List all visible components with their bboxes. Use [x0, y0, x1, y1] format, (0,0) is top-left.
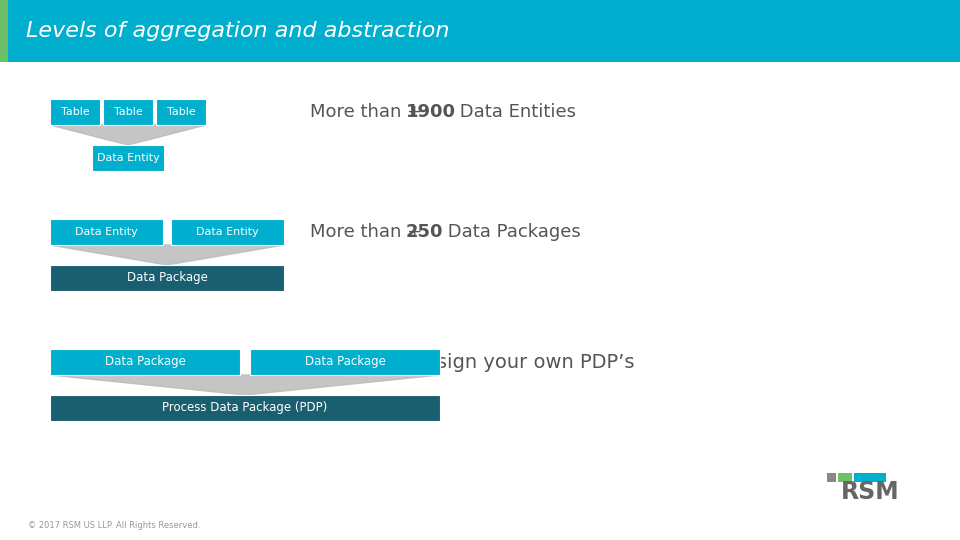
Text: 250: 250	[406, 223, 444, 241]
Text: More than +: More than +	[310, 103, 422, 121]
Bar	[92, 145, 164, 171]
Bar	[156, 99, 206, 125]
Polygon shape	[50, 125, 206, 145]
Text: Data Package: Data Package	[304, 355, 385, 368]
Bar	[838, 473, 852, 482]
Text: Data Entity: Data Entity	[196, 227, 259, 237]
Text: Table: Table	[60, 107, 89, 117]
Text: © 2017 RSM US LLP. All Rights Reserved.: © 2017 RSM US LLP. All Rights Reserved.	[28, 521, 201, 530]
Text: Table: Table	[167, 107, 196, 117]
Text: Process Data Package (PDP): Process Data Package (PDP)	[162, 402, 327, 415]
Bar	[50, 99, 100, 125]
Bar	[103, 99, 153, 125]
Text: Design your own PDP’s: Design your own PDP’s	[410, 353, 635, 372]
Text: Data Entity: Data Entity	[75, 227, 138, 237]
Polygon shape	[50, 375, 440, 395]
Text: 1900: 1900	[406, 103, 456, 121]
Text: Data Entity: Data Entity	[97, 153, 159, 163]
Bar	[827, 473, 836, 482]
Bar	[0, 0, 8, 62]
Bar	[171, 219, 284, 245]
Bar	[50, 349, 240, 375]
Bar	[8, 0, 960, 62]
Text: Data Entities: Data Entities	[454, 103, 576, 121]
Bar	[854, 473, 886, 482]
Text: Levels of aggregation and abstraction: Levels of aggregation and abstraction	[26, 21, 449, 41]
Bar	[50, 265, 284, 291]
Text: Data Package: Data Package	[127, 272, 207, 285]
Text: RSM: RSM	[841, 480, 900, 504]
Bar	[50, 219, 163, 245]
Text: Data Package: Data Package	[105, 355, 185, 368]
Text: More than +: More than +	[310, 223, 422, 241]
Text: Data Packages: Data Packages	[442, 223, 581, 241]
Bar	[250, 349, 440, 375]
Text: Table: Table	[113, 107, 142, 117]
Bar	[50, 395, 440, 421]
Polygon shape	[50, 245, 284, 265]
